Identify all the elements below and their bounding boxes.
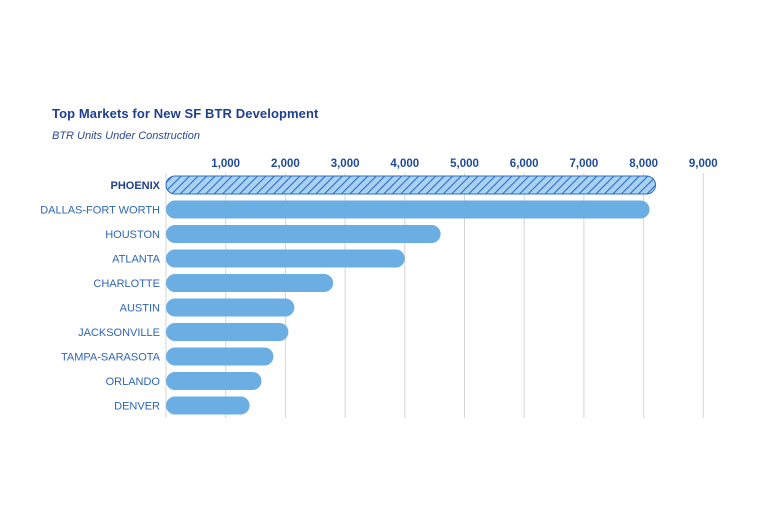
x-tick-label: 4,000 <box>390 158 419 170</box>
bar-tampa-sarasota <box>166 347 274 366</box>
category-label: AUSTIN <box>120 303 160 315</box>
category-label: DENVER <box>114 401 160 413</box>
x-tick-label: 2,000 <box>271 158 300 170</box>
bar-atlanta <box>166 249 405 268</box>
category-label: JACKSONVILLE <box>78 327 160 339</box>
x-tick-label: 1,000 <box>211 158 240 170</box>
category-label: CHARLOTTE <box>93 278 160 290</box>
bar-denver <box>166 396 250 415</box>
category-label: HOUSTON <box>105 229 160 241</box>
bar-charlotte <box>166 274 334 292</box>
x-tick-label: 5,000 <box>450 158 479 170</box>
bar-houston <box>166 225 441 243</box>
category-label: ATLANTA <box>112 254 161 266</box>
chart-subtitle: BTR Units Under Construction <box>52 130 200 142</box>
x-tick-label: 7,000 <box>570 158 599 170</box>
x-tick-label: 3,000 <box>331 158 360 170</box>
category-label: TAMPA-SARASOTA <box>61 352 161 364</box>
category-label: ORLANDO <box>106 376 161 388</box>
bar-orlando <box>166 372 262 390</box>
x-tick-label: 6,000 <box>510 158 539 170</box>
bar-dallas-fort-worth <box>166 200 650 219</box>
x-tick-label: 9,000 <box>689 158 718 170</box>
category-label: DALLAS-FORT WORTH <box>40 205 160 217</box>
chart-title: Top Markets for New SF BTR Development <box>52 106 319 121</box>
bar-austin <box>166 298 295 317</box>
category-label: PHOENIX <box>110 180 160 192</box>
bar-jacksonville <box>166 323 289 341</box>
bar-phoenix <box>165 175 657 195</box>
x-tick-label: 8,000 <box>629 158 658 170</box>
